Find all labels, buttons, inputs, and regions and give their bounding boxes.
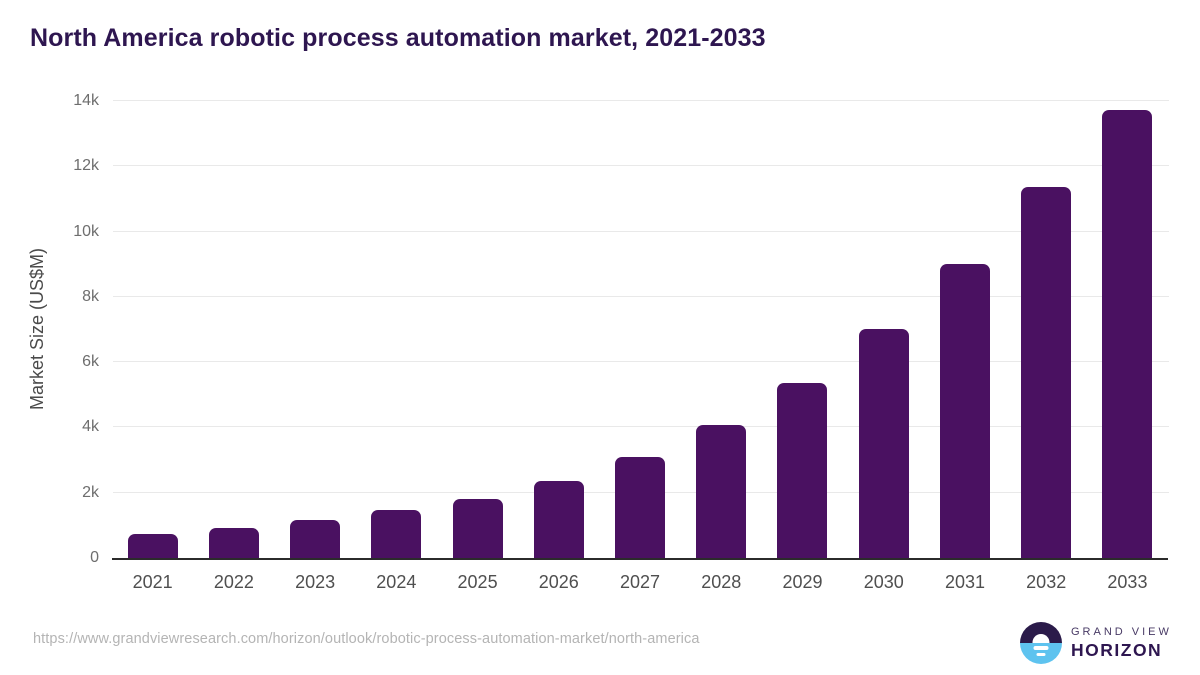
sun-reflection-bar-1	[1033, 646, 1049, 650]
bar-slot-2027	[599, 101, 680, 558]
x-axis-labels: 2021 2022 2023 2024 2025 2026 2027 2028 2029 2030…	[112, 558, 1168, 593]
plot-area	[112, 100, 1169, 560]
gridline-12k	[113, 165, 1169, 167]
bar-2033[interactable]	[1102, 109, 1153, 558]
horizon-sun-icon	[1020, 622, 1062, 664]
bar-2025[interactable]	[452, 498, 503, 558]
bar-2028[interactable]	[696, 425, 747, 558]
sun-dome-shape	[1032, 634, 1050, 643]
x-tick-label-2031: 2031	[944, 572, 985, 592]
gridline-6k	[113, 361, 1169, 363]
bar-2021[interactable]	[127, 533, 178, 558]
bar-slot-2021	[112, 101, 193, 558]
bar-2029[interactable]	[777, 383, 828, 558]
bar-2026[interactable]	[533, 481, 584, 558]
y-tick-label-12k: 12k	[73, 157, 99, 175]
bar-slot-2029	[762, 101, 843, 558]
x-tick-label-2023: 2023	[295, 572, 336, 592]
bar-slot-2025	[437, 101, 518, 558]
bar-slot-2022	[193, 101, 274, 558]
y-tick-label-0: 0	[90, 549, 99, 566]
bar-slot-2024	[356, 101, 437, 558]
bar-slot-2031	[924, 101, 1005, 558]
bar-slot-2030	[843, 101, 924, 558]
x-tick-label-2030: 2030	[863, 572, 904, 592]
bar-slot-2028	[681, 101, 762, 558]
x-tick-label-2026: 2026	[538, 572, 579, 592]
logo-text: GRAND VIEW HORIZON	[1071, 626, 1172, 660]
bar-slot-2033	[1087, 101, 1168, 558]
x-tick-label-2027: 2027	[620, 572, 661, 592]
bar-2031[interactable]	[939, 263, 990, 558]
bar-2023[interactable]	[290, 519, 341, 558]
y-tick-label-2k: 2k	[82, 483, 99, 501]
x-tick-label-2029: 2029	[782, 572, 823, 592]
bar-slot-2032	[1006, 101, 1087, 558]
x-tick-label-2021: 2021	[132, 572, 173, 592]
y-tick-label-10k: 10k	[73, 222, 99, 240]
bar-2022[interactable]	[208, 527, 259, 558]
x-tick-label-2024: 2024	[376, 572, 417, 592]
gridline-4k	[113, 426, 1169, 428]
logo-text-horizon: HORIZON	[1071, 640, 1163, 660]
gridline-14k	[113, 100, 1169, 101]
x-tick-label-2032: 2032	[1026, 572, 1067, 592]
x-tick-label-2033: 2033	[1107, 572, 1148, 592]
x-axis-line	[112, 558, 1168, 560]
y-tick-label-6k: 6k	[82, 353, 99, 371]
bar-slot-2023	[274, 101, 355, 558]
x-tick-label-2025: 2025	[457, 572, 498, 592]
y-tick-label-14k: 14k	[73, 92, 99, 109]
gridline-10k	[113, 230, 1169, 232]
bar-2027[interactable]	[615, 456, 666, 558]
chart-title: North America robotic process automation…	[30, 24, 766, 52]
bar-2030[interactable]	[858, 328, 909, 558]
x-tick-label-2028: 2028	[701, 572, 742, 592]
source-url-link[interactable]: https://www.grandviewresearch.com/horizo…	[33, 631, 700, 647]
gridline-8k	[113, 295, 1169, 297]
y-tick-label-8k: 8k	[82, 287, 99, 305]
bar-2032[interactable]	[1021, 186, 1072, 558]
bars-container	[112, 101, 1168, 558]
y-axis-tick-labels: 0 2k 4k 6k 8k 10k 12k 14k	[0, 92, 99, 566]
bar-2024[interactable]	[371, 510, 422, 558]
x-tick-label-2022: 2022	[213, 572, 254, 592]
sun-reflection-bar-2	[1036, 652, 1046, 656]
logo-text-grand-view: GRAND VIEW	[1071, 626, 1172, 638]
y-tick-label-4k: 4k	[82, 418, 99, 436]
grand-view-horizon-logo[interactable]: GRAND VIEW HORIZON	[1020, 622, 1172, 664]
bar-slot-2026	[518, 101, 599, 558]
